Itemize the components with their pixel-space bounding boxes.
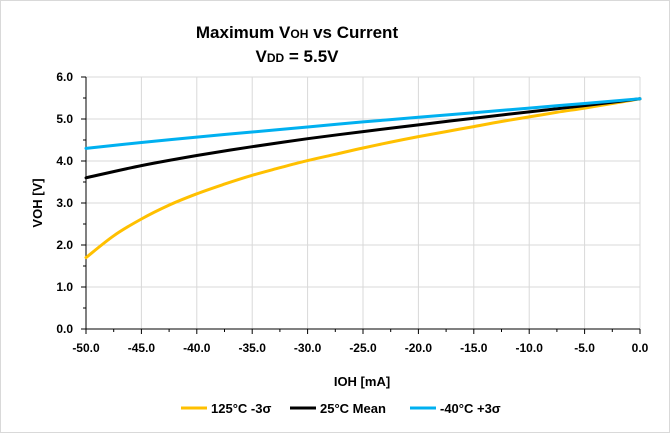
series-lines xyxy=(84,97,642,260)
legend-label: 25°C Mean xyxy=(320,401,386,416)
x-tick-label: -40.0 xyxy=(183,341,211,355)
chart-title-line-2: VDD = 5.5V xyxy=(255,47,339,66)
axes xyxy=(81,76,641,334)
y-tick-label: 1.0 xyxy=(56,280,73,294)
x-tick-label: -35.0 xyxy=(239,341,267,355)
grid-lines xyxy=(86,76,641,329)
y-tick-label: 2.0 xyxy=(56,238,73,252)
x-tick-label: -45.0 xyxy=(128,341,156,355)
x-tick-label: -20.0 xyxy=(405,341,433,355)
y-tick-label: 5.0 xyxy=(56,112,73,126)
y-tick-label: 3.0 xyxy=(56,196,73,210)
y-axis-label: VOH [V] xyxy=(30,178,45,227)
legend-label: -40°C +3σ xyxy=(440,401,501,416)
x-tick-label: -5.0 xyxy=(574,341,595,355)
y-tick-label: 6.0 xyxy=(56,70,73,84)
series-line-125c xyxy=(84,97,642,260)
x-tick-label: 0.0 xyxy=(632,341,649,355)
x-axis-label: IOH [mA] xyxy=(334,374,390,389)
x-tick-label: -10.0 xyxy=(516,341,544,355)
series-line-minus40c xyxy=(84,97,642,150)
series-line-25c-mean xyxy=(84,97,642,180)
legend: 125°C -3σ 25°C Mean -40°C +3σ xyxy=(181,401,501,416)
y-tick-label: 0.0 xyxy=(56,322,73,336)
x-tick-label: -25.0 xyxy=(349,341,377,355)
tick-labels: 0.0 1.0 2.0 3.0 4.0 5.0 6.0 -50.0 -45.0 -40.0 -35.… xyxy=(56,70,648,355)
x-tick-label: -50.0 xyxy=(72,341,100,355)
y-tick-label: 4.0 xyxy=(56,154,73,168)
x-tick-label: -30.0 xyxy=(294,341,322,355)
chart-title-line-1: Maximum VOH vs Current xyxy=(196,23,399,42)
legend-label: 125°C -3σ xyxy=(211,401,271,416)
x-tick-label: -15.0 xyxy=(460,341,488,355)
